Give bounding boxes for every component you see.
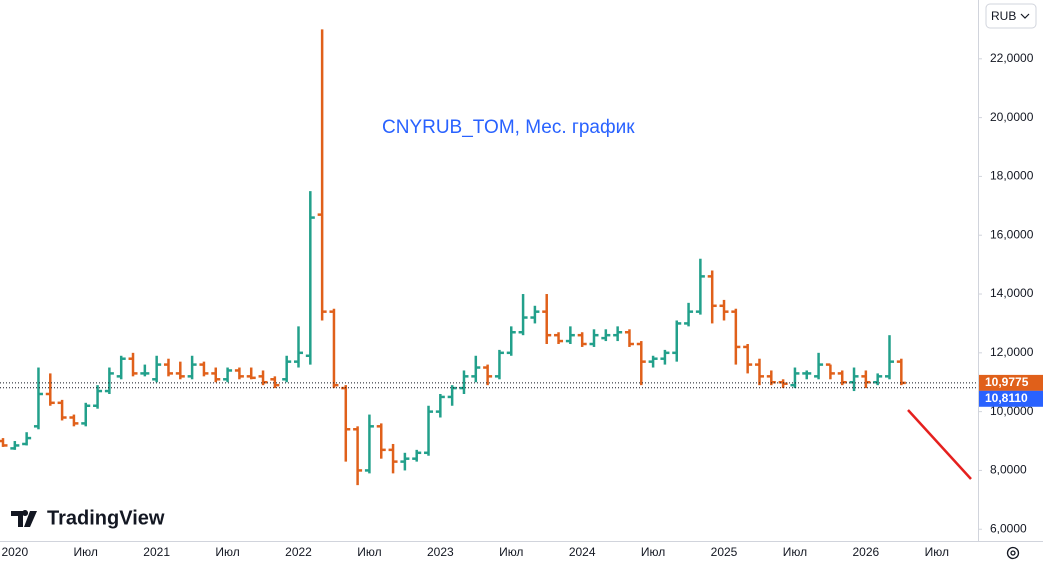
logo-icon: [11, 510, 37, 527]
x-tick-label: Июл: [783, 545, 807, 559]
x-tick-label: 2024: [569, 545, 596, 559]
currency: RUB: [991, 9, 1016, 23]
x-tick-label: 2020: [1, 545, 28, 559]
x-tick-label: Июл: [925, 545, 949, 559]
x-tick-label: Июл: [357, 545, 381, 559]
y-tick-label: 10,0000: [990, 404, 1034, 418]
currency-button[interactable]: [985, 3, 1037, 29]
settings-ring: [1006, 546, 1020, 560]
settings-core: [1010, 550, 1016, 556]
x-tick-label: Июл: [74, 545, 98, 559]
logo: TradingView: [11, 507, 165, 529]
x-tick-label: Июл: [215, 545, 239, 559]
y-tick-label: 12,0000: [990, 345, 1034, 359]
x-tick-label: 2021: [143, 545, 170, 559]
x-tick-label: 2022: [285, 545, 312, 559]
brand: TradingView: [47, 507, 165, 529]
x-tick-label: Июл: [499, 545, 523, 559]
y-tick-label: 20,0000: [990, 110, 1034, 124]
last-price-box: [979, 374, 1043, 391]
y-tick-label: 16,0000: [990, 227, 1034, 241]
x-tick-label: 2023: [427, 545, 454, 559]
x-tick-label: 2025: [711, 545, 738, 559]
y-tick-label: 8,0000: [990, 463, 1027, 477]
trend-drawing: [907, 409, 972, 480]
x-tick-label: 2026: [853, 545, 880, 559]
chart-title: CNYRUB_TOM, Мес. график: [382, 117, 635, 138]
y-tick-label: 14,0000: [990, 286, 1034, 300]
last-price-label: 10,9775: [985, 375, 1029, 389]
settings-icon[interactable]: [1006, 546, 1020, 560]
y-tick-label: 22,0000: [990, 51, 1034, 65]
price-line-label: 10,8110: [985, 391, 1028, 405]
y-tick-label: 6,0000: [990, 521, 1027, 535]
dropdown-icon: [1020, 13, 1030, 19]
x-tick-label: Июл: [641, 545, 665, 559]
y-tick-label: 18,0000: [990, 169, 1034, 183]
price-line-box: [979, 390, 1043, 407]
